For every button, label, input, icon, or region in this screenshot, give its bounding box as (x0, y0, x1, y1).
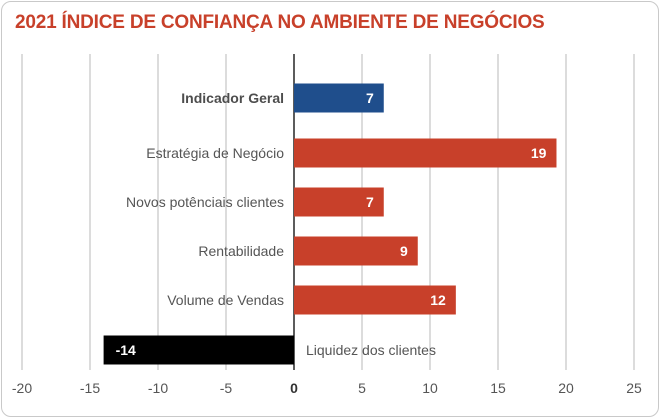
category-label: Volume de Vendas (167, 292, 284, 308)
bar-value-label: 7 (366, 194, 374, 210)
bar (294, 83, 384, 113)
bar-value-label: 9 (400, 243, 408, 259)
x-tick-label: 10 (422, 380, 438, 396)
x-tick-label: 0 (290, 380, 298, 396)
bar (103, 335, 294, 365)
x-tick-label: -5 (220, 380, 233, 396)
category-label: Estratégia de Negócio (146, 145, 284, 161)
x-tick-label: -20 (12, 380, 32, 396)
bar-value-label: -14 (116, 342, 136, 358)
x-tick-label: 15 (490, 380, 506, 396)
chart-title: 2021 ÍNDICE DE CONFIANÇA NO AMBIENTE DE … (15, 12, 545, 33)
category-label: Novos potênciais clientes (126, 194, 284, 210)
bar (294, 236, 418, 266)
bar (294, 285, 456, 315)
category-label: Indicador Geral (181, 90, 284, 106)
category-label: Liquidez dos clientes (306, 342, 436, 358)
x-tick-label: -10 (148, 380, 168, 396)
x-tick-label: 25 (626, 380, 642, 396)
category-labels: Indicador Geral Estratégia de Negócio Novo… (126, 90, 436, 358)
bar (294, 187, 384, 217)
x-tick-label: 5 (358, 380, 366, 396)
x-axis-ticks: -20 -15 -10 -5 0 5 10 15 20 25 (12, 380, 642, 396)
bar (294, 138, 557, 168)
x-tick-label: 20 (558, 380, 574, 396)
bars: 7 19 7 9 12 -14 (103, 83, 557, 365)
bar-value-label: 7 (366, 90, 374, 106)
category-label: Rentabilidade (198, 243, 284, 259)
x-tick-label: -15 (80, 380, 100, 396)
bar-value-label: 12 (430, 292, 446, 308)
bar-value-label: 19 (531, 145, 547, 161)
